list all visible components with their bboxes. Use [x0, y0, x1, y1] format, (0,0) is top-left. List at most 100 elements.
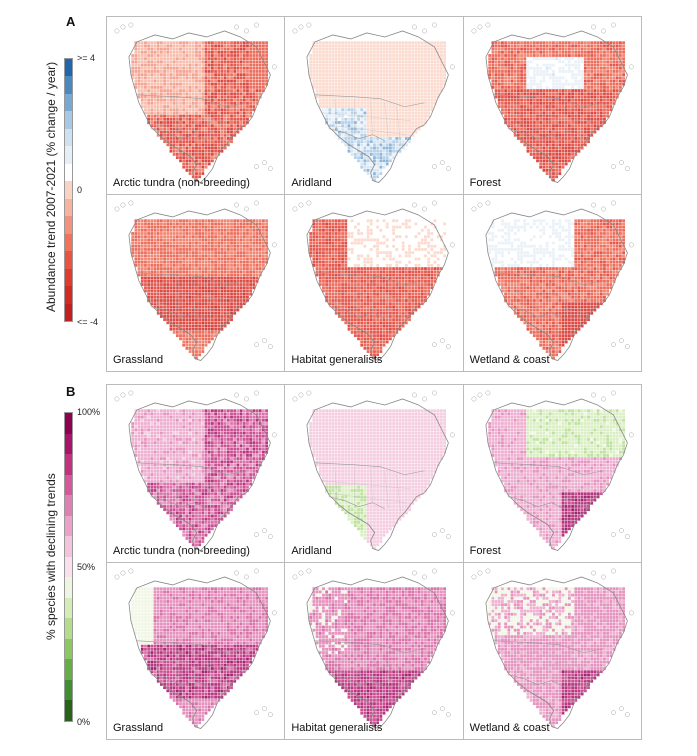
map-cell: [137, 41, 141, 45]
map-cell: [163, 98, 166, 102]
map-cell: [182, 98, 186, 102]
map-cell: [159, 250, 163, 254]
map-cell: [382, 111, 386, 115]
map-cell: [602, 57, 606, 61]
map-cell: [214, 228, 217, 232]
map-cell: [223, 108, 227, 112]
map-cell: [201, 124, 205, 128]
map-cell: [185, 149, 189, 153]
map-cell: [150, 269, 154, 273]
map-cell: [172, 146, 176, 150]
map-cell: [418, 47, 421, 51]
map-cell: [220, 263, 224, 267]
map-cell: [172, 76, 176, 80]
map-cell: [191, 260, 195, 264]
map-cell: [548, 86, 552, 89]
map-cell: [258, 57, 262, 61]
map-cell: [360, 105, 364, 108]
map-cell: [408, 66, 412, 70]
map-cell: [179, 269, 182, 273]
map-cell: [242, 222, 246, 225]
map-cell: [542, 44, 545, 48]
map-panel-a-1: Aridland: [285, 17, 463, 194]
map-cell: [430, 98, 434, 102]
map-cell: [140, 98, 144, 102]
map-cell: [159, 86, 163, 89]
map-cell: [175, 231, 179, 235]
colorbar-segment: [65, 111, 72, 129]
map-cell: [395, 101, 399, 105]
map-cell: [223, 66, 227, 70]
map-cell: [246, 231, 249, 235]
map-cell: [609, 82, 612, 86]
map-cell: [389, 89, 393, 92]
map-cell: [265, 234, 268, 238]
map-cell: [166, 231, 170, 235]
map-cell: [338, 79, 342, 83]
map-cell: [497, 73, 501, 77]
map-cell: [150, 231, 154, 235]
map-cell: [408, 105, 412, 108]
map-cell: [564, 143, 568, 147]
map-cell: [223, 130, 227, 134]
map-cell: [513, 66, 517, 70]
map-cell: [179, 63, 182, 67]
state-border: [156, 98, 159, 129]
map-cell: [211, 98, 214, 102]
map-cell: [211, 282, 214, 286]
map-cell: [523, 50, 526, 54]
map-cell: [389, 137, 393, 140]
map-cell: [185, 82, 189, 86]
map-cell: [538, 111, 542, 115]
map-cell: [175, 133, 179, 137]
map-cell: [220, 228, 224, 232]
map-cell: [169, 121, 173, 124]
map-cell: [351, 130, 354, 134]
map-cell: [567, 63, 571, 67]
map-cell: [596, 92, 600, 96]
map-cell: [338, 121, 342, 124]
map-cell: [532, 54, 536, 57]
map-cell: [596, 41, 600, 45]
map-cell: [500, 54, 504, 57]
map-cell: [376, 73, 380, 77]
map-cell: [182, 279, 186, 283]
map-cell: [230, 247, 233, 251]
map-cell: [179, 146, 182, 150]
map-cell: [252, 218, 256, 222]
map-cell: [204, 153, 208, 156]
map-cell: [564, 63, 568, 67]
map-cell: [599, 47, 603, 51]
map-cell: [338, 60, 342, 64]
map-cell: [185, 92, 189, 96]
map-cell: [211, 137, 214, 140]
map-cell: [523, 76, 526, 80]
map-cell: [567, 44, 571, 48]
map-cell: [532, 153, 536, 156]
map-cell: [437, 47, 440, 51]
map-cell: [602, 47, 606, 51]
map-cell: [246, 86, 249, 89]
map-cell: [249, 250, 253, 254]
map-cell: [163, 124, 166, 128]
map-cell: [564, 111, 568, 115]
map-cell: [242, 111, 246, 115]
map-cell: [545, 108, 549, 112]
map-cell: [201, 54, 205, 57]
map-cell: [156, 76, 160, 80]
map-cell: [386, 41, 389, 45]
map-cell: [182, 247, 186, 251]
map-cell: [195, 292, 198, 296]
map-cell: [214, 82, 217, 86]
map-cell: [191, 282, 195, 286]
map-cell: [217, 66, 221, 70]
map-cell: [545, 140, 549, 144]
island-outline: [446, 166, 452, 172]
map-cell: [545, 124, 549, 128]
map-cell: [593, 41, 596, 45]
map-cell: [179, 241, 182, 244]
map-cell: [226, 285, 230, 289]
map-cell: [156, 133, 160, 137]
map-cell: [214, 250, 217, 254]
map-cell: [586, 124, 590, 128]
